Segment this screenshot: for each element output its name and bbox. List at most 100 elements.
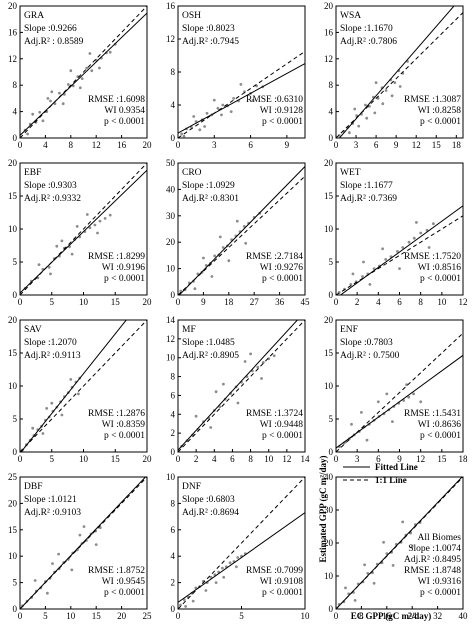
x-tick-label-dbf-2: 10 xyxy=(66,611,76,621)
data-point-osh-10 xyxy=(232,97,236,100)
x-tick-label-mf-0: 0 xyxy=(176,454,181,464)
y-tick-label-wet-0: 0 xyxy=(329,290,334,300)
data-point-wet-20 xyxy=(398,267,401,270)
data-point-all-biomes-25 xyxy=(410,544,414,548)
data-point-mf-25 xyxy=(243,360,247,363)
stat-slope-sav: Slope :1.2070 xyxy=(24,338,77,348)
data-point-dnf-21 xyxy=(214,581,218,584)
x-tick-label-enf-0: 0 xyxy=(334,454,339,464)
stat-rmse-enf: RMSE :1.5431 xyxy=(404,409,461,419)
y-tick-label-cro-2: 20 xyxy=(166,237,176,247)
panel-mf: 0 2 4 6 8 10 12 14 0 2 4 6 8 10 12 14 MF Slope :1.0485 Adj… xyxy=(166,315,310,464)
x-tick-label-wsa-4: 12 xyxy=(412,140,421,150)
x-tick-label-wet-5: 10 xyxy=(437,297,447,307)
x-tick-label-dbf-3: 15 xyxy=(92,611,102,621)
x-tick-label-wet-4: 8 xyxy=(418,297,423,307)
data-point-wsa-13 xyxy=(393,81,397,84)
data-point-osh-17 xyxy=(192,115,196,118)
stat-rmse-dnf: RMSE :0.7099 xyxy=(246,566,303,576)
x-tick-label-mf-1: 2 xyxy=(194,454,199,464)
data-point-mf-14 xyxy=(256,365,260,369)
stat-wi-dbf: WI :0.9545 xyxy=(102,577,146,587)
data-point-dnf-18 xyxy=(184,605,188,608)
panel-gra: 0 4 8 12 16 20 0 4 8 12 16 20 GRA Slope :0.9266 Adj.R²… xyxy=(8,1,152,150)
y-tick-label-sav-2: 10 xyxy=(8,381,18,391)
panel-title-mf: MF xyxy=(182,325,196,335)
x-tick-label-gra-1: 4 xyxy=(43,140,48,150)
y-tick-label-mf-7: 14 xyxy=(166,315,176,325)
one-to-one-line-sav xyxy=(20,320,147,452)
y-tick-label-dbf-3: 15 xyxy=(8,525,18,535)
data-point-enf-14 xyxy=(407,395,411,399)
x-tick-label-dbf-0: 0 xyxy=(18,611,23,621)
data-point-gra-23 xyxy=(78,86,82,90)
x-tick-label-enf-5: 15 xyxy=(437,454,447,464)
y-tick-label-all-biomes-0: 0 xyxy=(329,604,334,614)
panel-enf: 0 3 6 9 12 15 18 0 5 10 15 20 ENF Slope :0.7803 Adj.R²… xyxy=(324,315,469,464)
stat-group-all-biomes: All Biomes xyxy=(417,533,461,543)
stat-adj-r2-gra: Adj.R² : 0.8589 xyxy=(24,37,84,47)
x-tick-label-enf-6: 18 xyxy=(459,454,469,464)
stat-adj-r2-dbf: Adj.R² :0.9103 xyxy=(24,508,81,518)
x-tick-label-enf-3: 9 xyxy=(397,454,402,464)
data-point-gra-18 xyxy=(31,112,35,116)
panel-dbf: 0 5 10 15 20 25 0 5 10 15 20 25 DBF Slope :1.0121 Adj.… xyxy=(8,472,152,621)
panel-title-enf: ENF xyxy=(340,325,358,335)
data-point-all-biomes-21 xyxy=(372,581,376,585)
data-point-ebf-20 xyxy=(70,252,74,256)
data-point-mf-19 xyxy=(209,426,213,429)
data-point-gra-25 xyxy=(98,66,101,70)
data-point-dnf-22 xyxy=(222,575,226,579)
data-point-gra-13 xyxy=(85,66,89,70)
data-point-gra-22 xyxy=(69,69,73,73)
y-tick-label-osh-1: 4 xyxy=(171,100,176,110)
data-point-osh-18 xyxy=(203,125,207,128)
data-point-osh-8 xyxy=(221,103,225,107)
y-tick-label-dnf-4: 8 xyxy=(171,498,176,508)
y-tick-label-mf-2: 4 xyxy=(171,409,176,419)
y-tick-label-enf-4: 20 xyxy=(324,315,334,325)
x-tick-label-dnf-1: 5 xyxy=(239,611,244,621)
y-tick-label-dnf-0: 0 xyxy=(171,604,176,614)
stat-slope-ebf: Slope :0.9303 xyxy=(24,181,77,191)
y-tick-label-cro-4: 40 xyxy=(166,184,176,194)
data-point-dnf-1 xyxy=(182,598,186,602)
legend-one-to-one-label: 1:1 Line xyxy=(375,475,407,485)
y-tick-label-gra-2: 8 xyxy=(13,80,18,90)
stat-rmse-ebf: RMSE :1.8299 xyxy=(88,252,145,262)
stat-slope-dbf: Slope :1.0121 xyxy=(24,495,77,505)
stat-rmse-dbf: RMSE :1.8752 xyxy=(88,566,145,576)
x-tick-label-sav-2: 10 xyxy=(79,454,89,464)
y-tick-label-sav-4: 20 xyxy=(8,315,18,325)
stat-rmse-cro: RMSE :2.7184 xyxy=(246,252,303,262)
data-point-all-biomes-18 xyxy=(344,586,347,590)
x-tick-label-cro-3: 27 xyxy=(250,297,260,307)
stat-p-mf: p < 0.0001 xyxy=(262,431,303,441)
data-point-enf-19 xyxy=(391,420,394,423)
data-point-wsa-6 xyxy=(364,103,367,107)
stat-adj-r2-enf: Adj.R² : 0.7500 xyxy=(340,351,400,361)
data-point-enf-16 xyxy=(350,422,353,426)
data-point-dbf-25 xyxy=(78,533,82,537)
stat-p-dnf: p < 0.0001 xyxy=(262,588,303,598)
x-tick-label-enf-2: 6 xyxy=(376,454,381,464)
data-point-cro-8 xyxy=(213,254,217,258)
stat-wi-mf: WI :0.9448 xyxy=(260,420,304,430)
data-point-wsa-24 xyxy=(353,107,357,111)
y-tick-label-wsa-4: 16 xyxy=(324,27,334,37)
x-tick-label-mf-3: 6 xyxy=(230,454,235,464)
y-tick-label-ebf-2: 10 xyxy=(8,224,18,234)
y-tick-label-mf-3: 6 xyxy=(171,390,176,400)
data-point-wet-11 xyxy=(401,246,405,249)
data-point-osh-0 xyxy=(180,132,184,136)
data-point-enf-15 xyxy=(412,392,415,396)
data-point-gra-12 xyxy=(80,77,84,80)
data-point-ebf-13 xyxy=(93,223,97,227)
stat-wi-sav: WI :0.8359 xyxy=(102,420,146,430)
stat-adj-r2-cro: Adj.R² :0.8301 xyxy=(182,194,239,204)
data-point-osh-20 xyxy=(229,110,233,113)
data-point-sav-19 xyxy=(60,413,64,417)
stat-rmse-all-biomes: RMSE :1.8748 xyxy=(404,566,461,576)
